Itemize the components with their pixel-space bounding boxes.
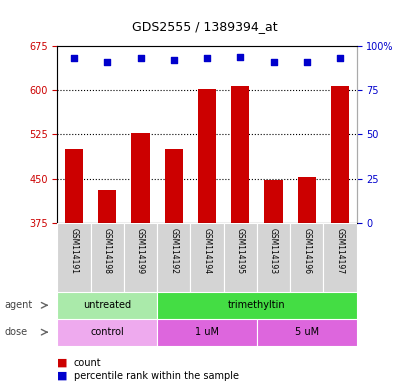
Bar <box>65 149 83 223</box>
Bar <box>190 223 223 292</box>
Bar <box>256 319 356 346</box>
Bar <box>198 89 216 223</box>
Text: agent: agent <box>4 300 32 310</box>
Text: untreated: untreated <box>83 300 131 310</box>
Text: count: count <box>74 358 101 368</box>
Bar <box>330 86 348 223</box>
Point <box>236 54 243 60</box>
Bar <box>231 86 249 223</box>
Text: GSM114196: GSM114196 <box>301 228 310 275</box>
Text: GSM114195: GSM114195 <box>235 228 244 275</box>
Text: control: control <box>90 327 124 337</box>
Bar <box>157 223 190 292</box>
Bar <box>323 223 356 292</box>
Point <box>71 55 77 61</box>
Point <box>170 57 177 63</box>
Bar <box>57 319 157 346</box>
Text: GSM114198: GSM114198 <box>103 228 112 274</box>
Text: 1 uM: 1 uM <box>195 327 218 337</box>
Bar <box>98 190 116 223</box>
Text: percentile rank within the sample: percentile rank within the sample <box>74 371 238 381</box>
Point <box>270 59 276 65</box>
Bar <box>290 223 323 292</box>
Bar <box>157 292 356 319</box>
Point <box>137 55 144 61</box>
Text: ■: ■ <box>57 371 68 381</box>
Bar <box>223 223 256 292</box>
Bar <box>90 223 124 292</box>
Bar <box>297 177 315 223</box>
Point <box>104 59 110 65</box>
Bar <box>57 223 90 292</box>
Bar <box>164 149 182 223</box>
Text: trimethyltin: trimethyltin <box>227 300 285 310</box>
Bar <box>124 223 157 292</box>
Text: dose: dose <box>4 327 27 337</box>
Bar <box>131 133 149 223</box>
Text: GSM114197: GSM114197 <box>335 228 344 275</box>
Text: ■: ■ <box>57 358 68 368</box>
Text: GSM114199: GSM114199 <box>136 228 145 275</box>
Bar <box>264 180 282 223</box>
Text: GSM114191: GSM114191 <box>70 228 79 274</box>
Text: GSM114192: GSM114192 <box>169 228 178 274</box>
Text: GSM114194: GSM114194 <box>202 228 211 275</box>
Text: GDS2555 / 1389394_at: GDS2555 / 1389394_at <box>132 20 277 33</box>
Point <box>303 59 309 65</box>
Bar <box>57 292 157 319</box>
Text: GSM114193: GSM114193 <box>268 228 277 275</box>
Text: 5 uM: 5 uM <box>294 327 318 337</box>
Bar <box>157 319 256 346</box>
Point <box>336 55 342 61</box>
Bar <box>256 223 290 292</box>
Point <box>203 55 210 61</box>
